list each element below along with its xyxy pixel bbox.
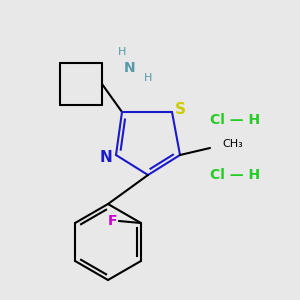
Text: H: H	[144, 73, 152, 83]
Text: N: N	[124, 61, 136, 75]
Text: S: S	[175, 103, 185, 118]
Text: N: N	[100, 149, 112, 164]
Text: F: F	[108, 214, 118, 228]
Text: H: H	[118, 47, 126, 57]
Text: Cl — H: Cl — H	[210, 168, 260, 182]
Text: Cl — H: Cl — H	[210, 113, 260, 127]
Text: CH₃: CH₃	[222, 139, 243, 149]
